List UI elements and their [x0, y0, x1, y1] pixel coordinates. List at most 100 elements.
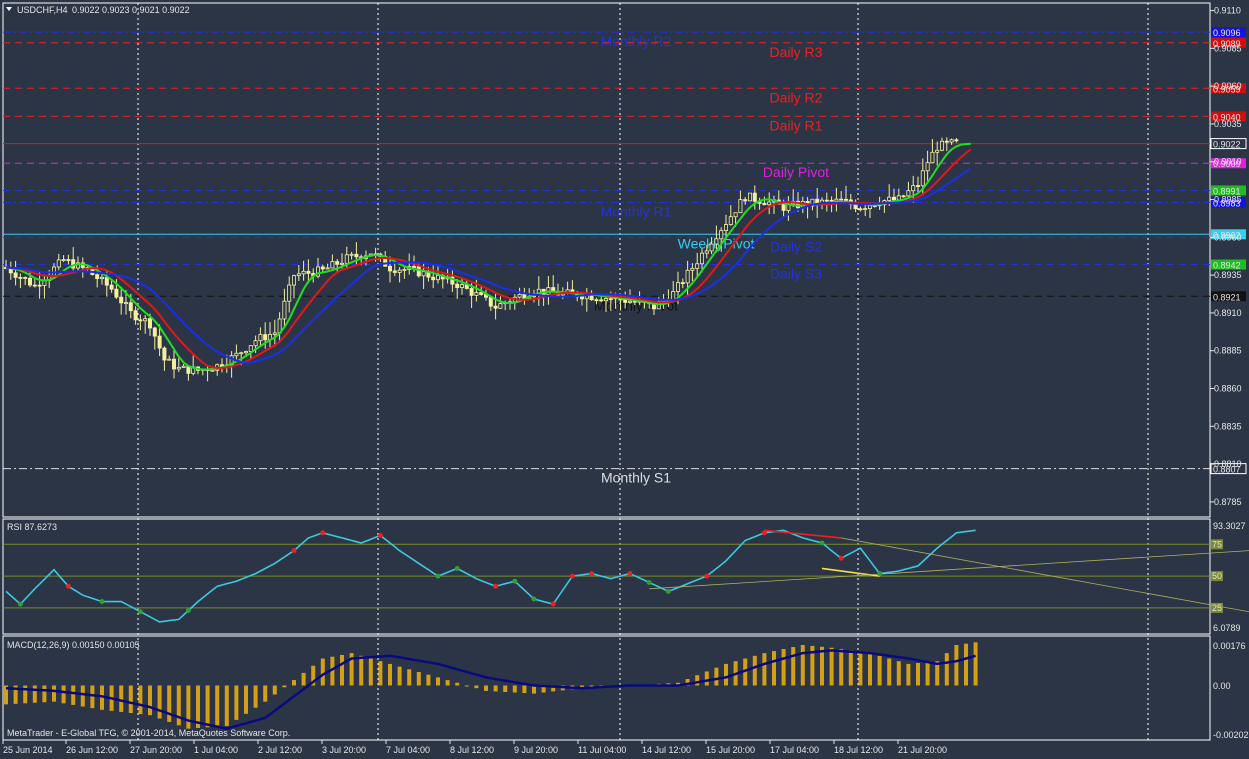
macd-histogram-bar [263, 685, 268, 702]
dropdown-triangle-icon[interactable] [6, 7, 12, 11]
macd-tick-zero: 0.00 [1213, 681, 1231, 691]
candle-body [580, 296, 585, 300]
symbol-label: USDCHF,H4 [17, 5, 68, 15]
candle-body [724, 224, 729, 231]
candle-body [349, 253, 354, 256]
candle-body [700, 252, 705, 265]
moving-averages [5, 142, 972, 371]
candle-body [210, 369, 215, 372]
macd-histogram-bar [176, 685, 181, 726]
time-tick-label: 3 Jul 20:00 [322, 745, 366, 755]
macd-histogram-bar [580, 685, 584, 689]
price-tag-label: 0.8807 [1213, 465, 1241, 475]
rsi-trough-marker [646, 579, 652, 585]
candle-body [114, 288, 119, 298]
candle-body [944, 140, 949, 143]
candle-body [138, 319, 143, 322]
macd-histogram-bar [887, 658, 892, 686]
candle-body [435, 275, 440, 281]
rsi-trough-marker [137, 609, 143, 615]
macd-histogram-bar [704, 671, 709, 686]
level-label: Daily Pivot [763, 164, 829, 180]
candle-body [599, 299, 604, 302]
level-label: Daily S3 [770, 266, 822, 282]
price-tick-label: 0.8960 [1214, 232, 1242, 242]
candle-body [147, 318, 152, 329]
macd-histogram-bar [858, 651, 863, 686]
rsi-trough-marker [99, 599, 105, 605]
candle-body [459, 284, 464, 288]
macd-histogram-bar [301, 672, 306, 686]
macd-histogram-bar [359, 655, 364, 686]
candle-body [282, 300, 287, 320]
time-tick-label: 1 Jul 04:00 [194, 745, 238, 755]
candle-body [906, 190, 911, 197]
macd-histogram-bar [484, 685, 488, 691]
rsi-label: RSI 87.6273 [7, 522, 57, 532]
price-tag-label: 0.8921 [1213, 292, 1241, 302]
macd-histogram-bar [791, 647, 796, 686]
candle-body [709, 243, 714, 252]
price-tag-box [1211, 259, 1246, 270]
time-tick-label: 14 Jul 12:00 [642, 745, 691, 755]
candle-body [272, 332, 277, 335]
macd-histogram-bar [551, 685, 556, 692]
macd-signal-line [5, 649, 976, 730]
macd-histogram-bar [426, 674, 431, 686]
candle-body [402, 269, 407, 271]
candle-body [291, 275, 296, 286]
candle-body [940, 140, 945, 151]
rsi-top-tick: 93.3027 [1213, 521, 1246, 531]
rsi-trendline [649, 550, 1249, 590]
candle-body [162, 347, 167, 361]
candle-body [315, 266, 320, 277]
macd-histogram-bar [13, 685, 18, 704]
macd-histogram-bar [464, 685, 469, 687]
time-tick-label: 25 Jun 2014 [3, 745, 53, 755]
candle-body [719, 230, 724, 240]
price-tag-box [1211, 291, 1246, 302]
candle-body [925, 162, 930, 172]
time-tick-label: 7 Jul 04:00 [386, 745, 430, 755]
macd-histogram-bar [80, 685, 85, 707]
candle-body [762, 202, 767, 206]
candle-body [752, 192, 757, 202]
macd-histogram-bar [839, 649, 844, 686]
macd-histogram-bar [224, 685, 229, 726]
time-tick-label: 8 Jul 12:00 [450, 745, 494, 755]
candle-body [858, 208, 863, 211]
candle-body [100, 276, 105, 280]
candle-body [71, 259, 76, 269]
candle-body [853, 203, 858, 210]
macd-histogram-bar [186, 685, 191, 729]
candle-body [167, 358, 172, 361]
candle-body [431, 276, 436, 281]
macd-histogram-bar [762, 653, 767, 686]
rsi-peak-marker [589, 571, 595, 577]
macd-histogram-bar [800, 645, 805, 686]
candle-body [392, 270, 397, 273]
price-tag-label: 0.9096 [1213, 28, 1241, 38]
price-tag-box [1211, 27, 1246, 38]
macd-histogram-bar [253, 685, 258, 708]
time-tick-label: 27 Jun 20:00 [130, 745, 182, 755]
macd-panel [4, 642, 978, 730]
candle-body [594, 299, 599, 302]
macd-histogram-bar [455, 682, 460, 686]
macd-histogram-bar [503, 685, 508, 692]
rsi-peak-marker [550, 601, 556, 607]
macd-histogram-bar [474, 685, 479, 689]
rsi-trough-marker [454, 565, 460, 571]
price-tag-box [1211, 185, 1246, 196]
candle-body [243, 351, 248, 354]
price-tag-box [1210, 463, 1247, 475]
candle-body [695, 263, 700, 269]
candle-body [868, 205, 873, 209]
macd-histogram-bar [407, 669, 412, 686]
macd-histogram-bar [282, 685, 287, 688]
time-tick-label: 15 Jul 20:00 [706, 745, 755, 755]
macd-histogram-bar [685, 679, 690, 686]
price-tick-label: 0.8985 [1214, 195, 1242, 205]
macd-histogram-bar [954, 645, 959, 686]
